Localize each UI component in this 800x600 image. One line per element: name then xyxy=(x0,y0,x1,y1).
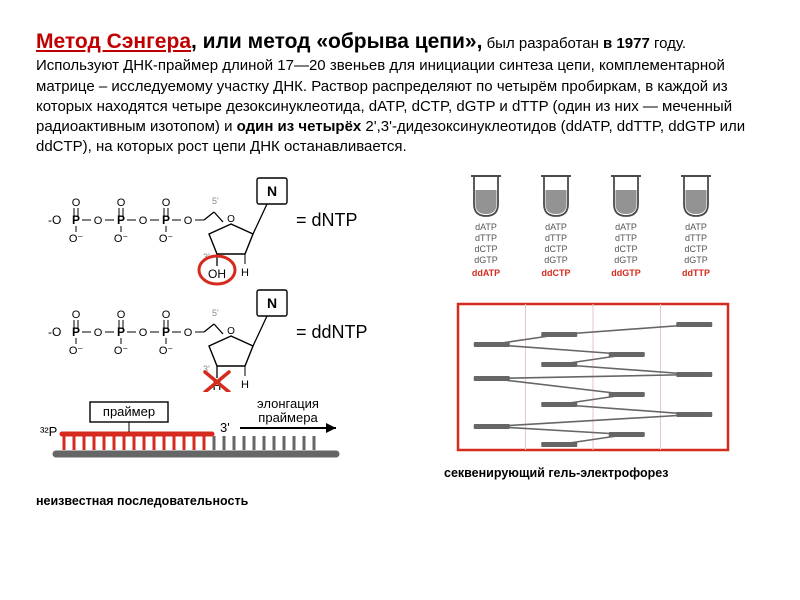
svg-text:O: O xyxy=(162,197,171,209)
svg-text:5': 5' xyxy=(212,196,219,206)
left-column: -OPOO⁻OPOO⁻OPOO⁻O5'ON3'OHH= dNTP-OPOO⁻OP… xyxy=(36,172,426,508)
svg-text:ddGTP: ddGTP xyxy=(611,268,641,278)
svg-text:dGTP: dGTP xyxy=(614,255,638,265)
svg-text:= dNTP: = dNTP xyxy=(296,210,358,230)
svg-text:-O: -O xyxy=(48,213,61,227)
gel-diagram xyxy=(444,298,744,458)
svg-text:ddTTP: ddTTP xyxy=(682,268,710,278)
svg-text:N: N xyxy=(267,295,277,311)
svg-text:= ddNTP: = ddNTP xyxy=(296,322,368,342)
right-column: dATPdTTPdCTPdGTPddATPdATPdTTPdCTPdGTPddC… xyxy=(444,172,754,508)
svg-text:O⁻: O⁻ xyxy=(159,233,174,245)
svg-text:dTTP: dTTP xyxy=(545,233,567,243)
svg-text:O: O xyxy=(139,215,148,227)
svg-text:H: H xyxy=(241,379,249,391)
svg-text:P: P xyxy=(117,213,125,227)
svg-text:³²P: ³²P xyxy=(40,424,57,439)
svg-text:dGTP: dGTP xyxy=(544,255,568,265)
svg-text:O: O xyxy=(184,327,193,339)
svg-text:dGTP: dGTP xyxy=(474,255,498,265)
svg-text:O⁻: O⁻ xyxy=(114,233,129,245)
svg-text:dGTP: dGTP xyxy=(684,255,708,265)
svg-text:праймера: праймера xyxy=(258,410,318,425)
svg-text:O: O xyxy=(72,309,81,321)
svg-text:O⁻: O⁻ xyxy=(69,345,84,357)
title-black: , или метод «обрыва цепи», xyxy=(191,30,482,53)
svg-text:dCTP: dCTP xyxy=(684,244,707,254)
svg-text:ddCTP: ddCTP xyxy=(542,268,571,278)
svg-text:5': 5' xyxy=(212,308,219,318)
svg-text:H: H xyxy=(241,267,249,279)
svg-text:dTTP: dTTP xyxy=(615,233,637,243)
svg-text:O⁻: O⁻ xyxy=(69,233,84,245)
svg-text:P: P xyxy=(72,213,80,227)
svg-text:O: O xyxy=(94,327,103,339)
svg-text:dATP: dATP xyxy=(615,222,637,232)
svg-text:O: O xyxy=(117,309,126,321)
svg-text:P: P xyxy=(117,325,125,339)
svg-text:O: O xyxy=(72,197,81,209)
svg-text:ddATP: ddATP xyxy=(472,268,500,278)
svg-text:O: O xyxy=(94,215,103,227)
svg-text:праймер: праймер xyxy=(103,404,155,419)
svg-text:3': 3' xyxy=(220,420,230,435)
svg-text:O⁻: O⁻ xyxy=(114,345,129,357)
svg-text:dCTP: dCTP xyxy=(544,244,567,254)
nucleotide-structures: -OPOO⁻OPOO⁻OPOO⁻O5'ON3'OHH= dNTP-OPOO⁻OP… xyxy=(36,172,426,392)
svg-text:P: P xyxy=(72,325,80,339)
primer-diagram: ³²Pпраймер3'элонгацияпраймера xyxy=(36,398,426,488)
svg-text:-O: -O xyxy=(48,325,61,339)
svg-text:dCTP: dCTP xyxy=(614,244,637,254)
svg-text:dTTP: dTTP xyxy=(685,233,707,243)
svg-text:P: P xyxy=(162,213,170,227)
svg-text:OH: OH xyxy=(208,267,226,281)
tubes-diagram: dATPdTTPdCTPdGTPddATPdATPdTTPdCTPdGTPddC… xyxy=(444,172,744,292)
svg-text:dCTP: dCTP xyxy=(474,244,497,254)
svg-text:O: O xyxy=(227,326,235,337)
svg-text:P: P xyxy=(162,325,170,339)
svg-text:N: N xyxy=(267,183,277,199)
svg-text:O⁻: O⁻ xyxy=(159,345,174,357)
svg-text:dATP: dATP xyxy=(685,222,707,232)
svg-text:O: O xyxy=(117,197,126,209)
description-paragraph: Метод Сэнгера, или метод «обрыва цепи», … xyxy=(36,28,764,158)
diagram-row: -OPOO⁻OPOO⁻OPOO⁻O5'ON3'OHH= dNTP-OPOO⁻OP… xyxy=(36,172,764,508)
title-red: Метод Сэнгера xyxy=(36,30,191,53)
caption-right: секвенирующий гель-электрофорез xyxy=(444,466,754,480)
svg-text:O: O xyxy=(184,215,193,227)
svg-text:dATP: dATP xyxy=(545,222,567,232)
svg-text:dTTP: dTTP xyxy=(475,233,497,243)
svg-text:O: O xyxy=(227,214,235,225)
svg-text:O: O xyxy=(162,309,171,321)
svg-text:O: O xyxy=(139,327,148,339)
caption-left: неизвестная последовательность xyxy=(36,494,426,508)
svg-text:dATP: dATP xyxy=(475,222,497,232)
